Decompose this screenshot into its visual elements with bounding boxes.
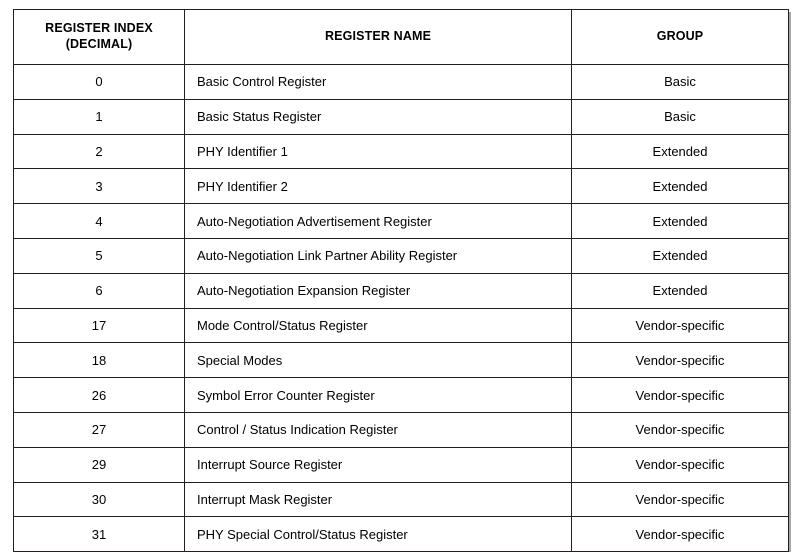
table-header: REGISTER INDEX (DECIMAL) REGISTER NAME G…	[13, 9, 789, 65]
cell-register-index: 0	[13, 64, 185, 100]
table-row: 1 Basic Status Register Basic	[13, 98, 789, 135]
table-row: 3 PHY Identifier 2 Extended	[13, 168, 789, 205]
table-row: 31 PHY Special Control/Status Register V…	[13, 516, 789, 552]
table-header-row: REGISTER INDEX (DECIMAL) REGISTER NAME G…	[13, 9, 789, 65]
cell-group: Extended	[571, 237, 789, 274]
table-row: 26 Symbol Error Counter Register Vendor-…	[13, 377, 789, 413]
register-table: REGISTER INDEX (DECIMAL) REGISTER NAME G…	[13, 9, 789, 552]
cell-register-index: 31	[13, 516, 185, 552]
table-row: 4 Auto-Negotiation Advertisement Registe…	[13, 203, 789, 239]
table-row: 29 Interrupt Source Register Vendor-spec…	[13, 446, 789, 483]
cell-register-name: PHY Special Control/Status Register	[184, 516, 572, 552]
cell-register-index: 30	[13, 481, 185, 518]
cell-group: Vendor-specific	[571, 481, 789, 518]
cell-register-name: Symbol Error Counter Register	[184, 377, 572, 413]
cell-register-name: Interrupt Source Register	[184, 446, 572, 483]
cell-register-name: Mode Control/Status Register	[184, 307, 572, 344]
cell-group: Vendor-specific	[571, 377, 789, 413]
cell-register-index: 27	[13, 411, 185, 448]
cell-register-index: 26	[13, 377, 185, 413]
cell-register-name: PHY Identifier 1	[184, 133, 572, 170]
table-row: 18 Special Modes Vendor-specific	[13, 342, 789, 379]
cell-register-name: Control / Status Indication Register	[184, 411, 572, 448]
cell-register-index: 17	[13, 307, 185, 344]
table-body: 0 Basic Control Register Basic 1 Basic S…	[13, 64, 789, 552]
cell-register-index: 4	[13, 203, 185, 239]
cell-group: Vendor-specific	[571, 411, 789, 448]
cell-register-index: 6	[13, 272, 185, 309]
cell-group: Extended	[571, 133, 789, 170]
cell-group: Basic	[571, 98, 789, 135]
cell-register-name: Interrupt Mask Register	[184, 481, 572, 518]
cell-register-name: Auto-Negotiation Link Partner Ability Re…	[184, 237, 572, 274]
cell-group: Vendor-specific	[571, 342, 789, 379]
cell-group: Vendor-specific	[571, 516, 789, 552]
cell-register-index: 5	[13, 237, 185, 274]
cell-register-index: 18	[13, 342, 185, 379]
page-root: REGISTER INDEX (DECIMAL) REGISTER NAME G…	[13, 9, 789, 552]
table-row: 5 Auto-Negotiation Link Partner Ability …	[13, 237, 789, 274]
cell-register-name: Special Modes	[184, 342, 572, 379]
cell-group: Vendor-specific	[571, 307, 789, 344]
cell-register-name: Auto-Negotiation Expansion Register	[184, 272, 572, 309]
cell-group: Extended	[571, 272, 789, 309]
table-row: 6 Auto-Negotiation Expansion Register Ex…	[13, 272, 789, 309]
cell-register-name: PHY Identifier 2	[184, 168, 572, 205]
cell-register-index: 3	[13, 168, 185, 205]
table-row: 0 Basic Control Register Basic	[13, 64, 789, 100]
cell-register-name: Basic Control Register	[184, 64, 572, 100]
cell-register-index: 1	[13, 98, 185, 135]
cell-register-index: 29	[13, 446, 185, 483]
column-header-register-index-line2: (DECIMAL)	[65, 37, 133, 51]
cell-register-name: Basic Status Register	[184, 98, 572, 135]
table-row: 30 Interrupt Mask Register Vendor-specif…	[13, 481, 789, 518]
cell-register-index: 2	[13, 133, 185, 170]
column-header-group: GROUP	[571, 9, 789, 65]
cell-group: Extended	[571, 203, 789, 239]
cell-group: Extended	[571, 168, 789, 205]
table-row: 17 Mode Control/Status Register Vendor-s…	[13, 307, 789, 344]
column-header-register-index-line1: REGISTER INDEX	[45, 21, 153, 36]
column-header-register-index: REGISTER INDEX (DECIMAL)	[13, 9, 185, 65]
table-row: 2 PHY Identifier 1 Extended	[13, 133, 789, 170]
cell-group: Vendor-specific	[571, 446, 789, 483]
cell-register-name: Auto-Negotiation Advertisement Register	[184, 203, 572, 239]
table-row: 27 Control / Status Indication Register …	[13, 411, 789, 448]
cell-group: Basic	[571, 64, 789, 100]
register-table-container: REGISTER INDEX (DECIMAL) REGISTER NAME G…	[13, 9, 789, 552]
column-header-register-name: REGISTER NAME	[184, 9, 572, 65]
